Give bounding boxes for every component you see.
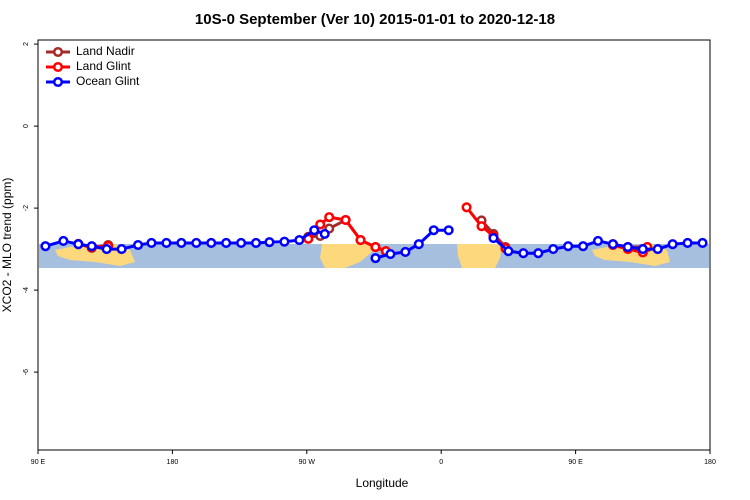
plot-frame	[37, 39, 711, 451]
y-tick-label: -4	[23, 287, 30, 293]
data-point	[116, 244, 127, 255]
data-point	[355, 235, 366, 246]
x-tick-label: 180	[167, 459, 179, 466]
data-point	[548, 244, 559, 255]
data-point	[58, 235, 69, 246]
data-point	[637, 244, 648, 255]
x-tick-label: 90 W	[299, 459, 316, 466]
legend-marker	[52, 61, 64, 73]
data-point	[264, 237, 275, 248]
y-tick-label: -2	[23, 205, 30, 211]
data-point	[503, 246, 514, 257]
data-point	[324, 212, 335, 223]
data-point	[607, 239, 618, 250]
data-point	[400, 246, 411, 258]
data-point	[563, 241, 574, 252]
data-point	[206, 237, 217, 248]
data-point	[340, 214, 351, 226]
data-point	[86, 241, 97, 252]
data-point	[652, 244, 663, 255]
data-point	[488, 232, 499, 244]
data-point	[428, 225, 439, 236]
data-point	[533, 248, 544, 259]
legend-marker	[52, 76, 64, 88]
data-point	[518, 248, 529, 259]
data-point	[370, 242, 381, 253]
data-point	[250, 237, 262, 248]
data-point	[73, 239, 84, 250]
data-point	[578, 241, 589, 252]
x-tick-label: 90 E	[31, 459, 46, 466]
data-point	[176, 237, 187, 248]
data-point	[133, 239, 144, 251]
data-point	[622, 242, 633, 253]
y-axis-label: XCO2 - MLO trend (ppm)	[0, 178, 14, 313]
x-tick-label: 180	[704, 459, 716, 466]
data-point	[461, 202, 472, 213]
data-point	[319, 228, 330, 239]
y-tick-label: 2	[23, 42, 30, 46]
data-point	[146, 237, 157, 248]
chart-title: 10S-0 September (Ver 10) 2015-01-01 to 2…	[195, 11, 555, 28]
data-point	[315, 219, 326, 230]
y-tick-label: 0	[23, 124, 30, 128]
data-point	[40, 241, 51, 252]
x-axis-label: Longitude	[356, 476, 409, 490]
data-point	[370, 253, 381, 264]
data-point	[592, 235, 604, 246]
data-point	[191, 237, 202, 248]
legend-label: Land Nadir	[76, 44, 135, 58]
data-point	[279, 236, 290, 247]
legend-label: Land Glint	[76, 59, 131, 73]
data-point	[697, 237, 708, 248]
data-point	[221, 237, 232, 248]
data-point	[476, 221, 487, 232]
data-point	[101, 244, 112, 255]
data-point	[443, 225, 454, 236]
data-point	[385, 248, 396, 260]
x-tick-label: 0	[439, 459, 443, 466]
data-point	[682, 237, 693, 248]
data-point	[413, 239, 424, 250]
legend-label: Ocean Glint	[76, 74, 140, 88]
data-point	[294, 235, 305, 246]
data-point	[236, 237, 247, 248]
data-point	[309, 225, 320, 236]
y-tick-label: -6	[23, 369, 30, 375]
x-tick-label: 90 E	[568, 459, 583, 466]
legend-marker	[52, 46, 64, 58]
data-point	[667, 239, 678, 250]
data-point	[161, 237, 172, 248]
